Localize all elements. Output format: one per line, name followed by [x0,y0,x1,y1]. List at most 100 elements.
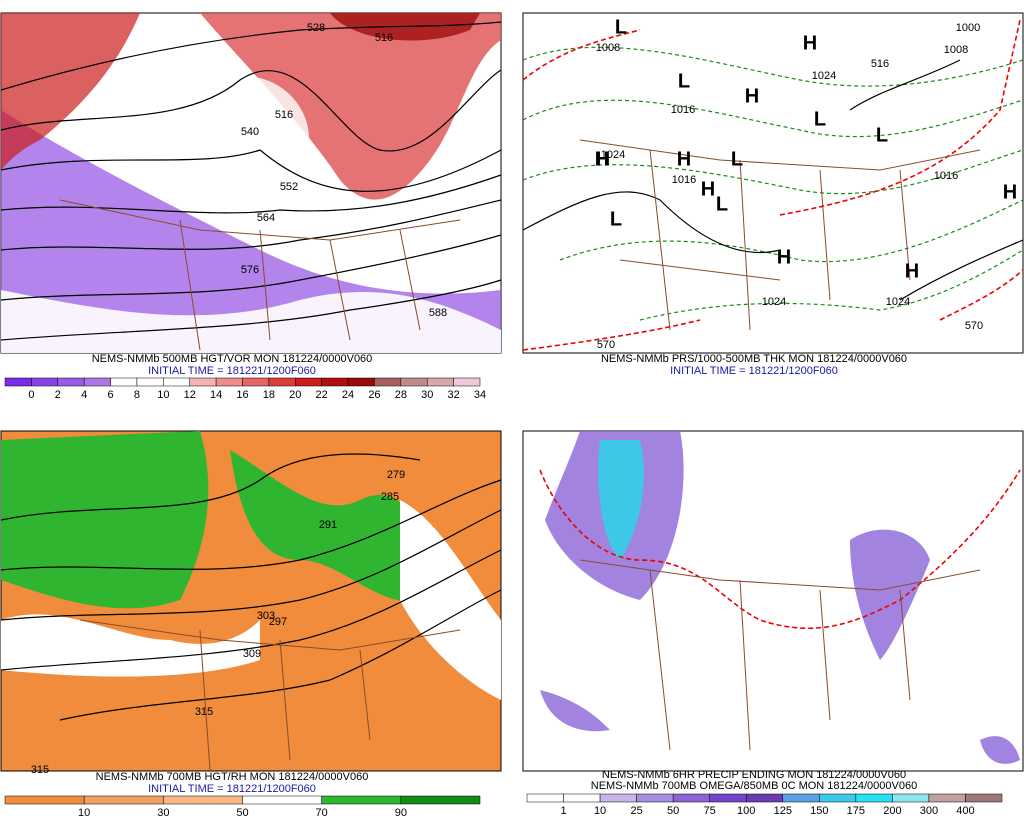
colorbar-swatch [672,793,710,803]
colorbar-label: 8 [134,389,140,401]
pressure-center: L [610,208,622,230]
colorbar-label: 300 [920,805,938,817]
colorbar-label: 12 [184,389,196,401]
thickness-contour [522,99,1024,138]
colorbar-swatch [563,793,601,803]
caption: NEMS-NMMb 700MB OMEGA/850MB 0C MON 18122… [591,780,917,792]
contour-label: 1016 [671,104,695,116]
pressure-center: H [803,32,817,54]
colorbar-label: 125 [774,805,792,817]
contour-label: 315 [195,706,213,718]
height-contour [0,279,502,341]
colorbar-swatch [242,377,270,387]
colorbar-label: 70 [316,807,328,819]
caption: NEMS-NMMb 700MB HGT/RH MON 181224/0000V0… [96,771,369,783]
colorbar-swatch [819,793,857,803]
contour-label: 1016 [672,174,696,186]
height-contour [0,69,502,152]
contour-label: 576 [241,264,259,276]
colorbar-label: 26 [368,389,380,401]
thickness-contour [522,149,1024,195]
height-contour [0,149,502,192]
state-borders [59,199,461,351]
colorbar-swatch [709,793,747,803]
colorbar-label: 6 [107,389,113,401]
thickness-contour [522,46,1024,87]
colorbar-label: 30 [157,807,169,819]
colorbar-label: 10 [78,807,90,819]
pressure-center: H [677,148,691,170]
colorbar-swatch [782,793,820,803]
colorbar-label: 1 [560,805,566,817]
colorbar-swatch [400,795,481,805]
colorbar-swatch [374,377,402,387]
state-borders [579,559,981,751]
colorbar-label: 75 [704,805,716,817]
colorbar-label: 100 [737,805,755,817]
colorbar-swatch [892,793,930,803]
pressure-center: L [615,16,627,38]
height-contour [0,549,502,671]
colorbar-label: 4 [81,389,87,401]
pressure-center: L [814,108,826,130]
pressure-center: H [701,178,715,200]
colorbar-label: 150 [810,805,828,817]
pressure-center: H [905,260,919,282]
contour-label: 516 [871,58,889,70]
colorbar-swatch [321,377,349,387]
colorbar-swatch [453,377,481,387]
colorbar-label: 32 [447,389,459,401]
colorbar-label: 50 [236,807,248,819]
contour-label: 1008 [944,44,968,56]
height-contour [0,509,502,621]
colorbar-swatch [31,377,59,387]
colorbar-label: 30 [421,389,433,401]
precip-field [598,440,644,560]
pressure-center: H [1003,181,1017,203]
colorbar-label: 200 [883,805,901,817]
colorbar-label: 50 [667,805,679,817]
colorbar-swatch [136,377,164,387]
colorbar-swatch [83,377,111,387]
height-contour [0,21,502,91]
vorticity-field [1,13,501,200]
height-contour [0,453,421,521]
colorbar-label: 24 [342,389,354,401]
humidity-field [230,450,422,602]
contour-label: 1024 [601,149,625,161]
contour-label: 540 [241,126,259,138]
colorbar-label: 34 [474,389,486,401]
contour-label: 516 [275,109,293,121]
pressure-center: H [595,148,609,170]
colorbar-label: 90 [395,807,407,819]
initial-time: INITIAL TIME = 181221/1200F060 [148,365,316,377]
colorbar-swatch [400,377,428,387]
colorbar-label: 16 [236,389,248,401]
colorbar-swatch [163,377,190,387]
pressure-center: L [678,70,690,92]
pressure-center: L [716,193,728,215]
vorticity-field [220,76,309,182]
initial-time: INITIAL TIME = 181221/1200F060 [148,783,316,795]
height-contour [0,234,502,301]
colorbar-swatch [57,377,85,387]
contour-label: 528 [307,22,325,34]
caption: NEMS-NMMb 6HR PRECIP ENDING MON 181224/0… [602,769,906,781]
colorbar-swatch [83,795,164,805]
colorbar-label: 14 [210,389,222,401]
colorbar-label: 2 [55,389,61,401]
colorbar-label: 10 [157,389,169,401]
colorbar-swatch [295,377,322,387]
panel-700mb [0,430,502,772]
precip-field [850,529,930,660]
colorbar-swatch [347,377,375,387]
pressure-center: H [596,148,610,170]
colorbar-label: 10 [594,805,606,817]
contour-label: 309 [243,648,261,660]
colorbar-swatch [928,793,966,803]
freezing-line [539,469,1021,630]
state-borders [79,619,461,771]
height-contour [0,174,502,214]
contour-label: 564 [257,212,275,224]
colorbar-label: 0 [28,389,34,401]
